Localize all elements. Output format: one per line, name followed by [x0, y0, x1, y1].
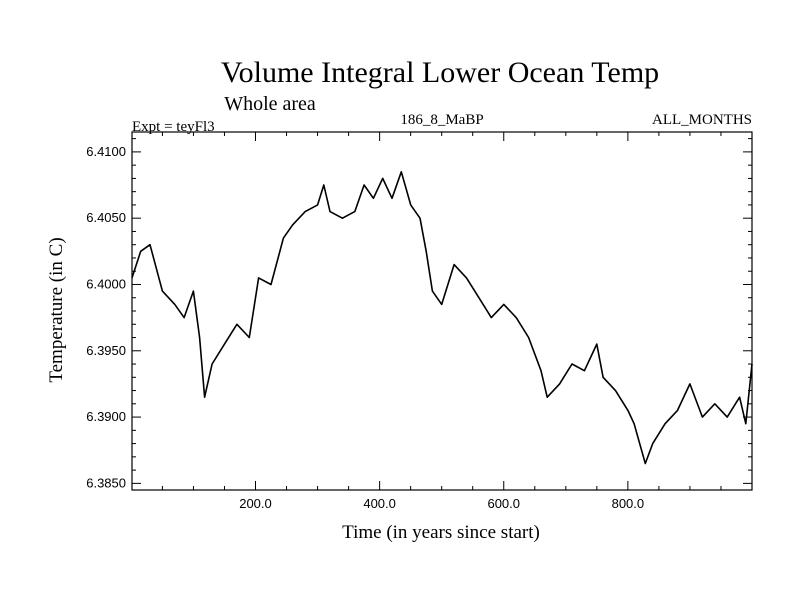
- y-tick-label-3: 6.4000: [86, 276, 126, 291]
- y-tick-label-1: 6.3900: [86, 409, 126, 424]
- x-tick-label-600: 600.0: [487, 496, 520, 511]
- series-line-teyFl3: [131, 171, 753, 465]
- x-tick-label-800: 800.0: [612, 496, 645, 511]
- expt-label: Expt = teyFl3: [132, 119, 215, 135]
- chart-subtitle: Whole area: [224, 93, 316, 115]
- chart-title: Volume Integral Lower Ocean Temp: [221, 56, 659, 89]
- y-tick-label-0: 6.3850: [86, 475, 126, 490]
- x-tick-label-200: 200.0: [239, 496, 272, 511]
- x-tick-label-400: 400.0: [363, 496, 396, 511]
- period-label: 186_8_MaBP: [400, 112, 483, 128]
- y-tick-label-4: 6.4050: [86, 210, 126, 225]
- y-tick-label-5: 6.4100: [86, 144, 126, 159]
- plot-area: 200.0 400.0 600.0 800.0 6.3850 6.3900 6.3950 6.…: [86, 131, 753, 511]
- months-label: ALL_MONTHS: [652, 112, 752, 128]
- y-tick-label-2: 6.3950: [86, 343, 126, 358]
- y-axis-label: Temperature (in C): [46, 237, 67, 382]
- x-axis-label: Time (in years since start): [342, 522, 540, 543]
